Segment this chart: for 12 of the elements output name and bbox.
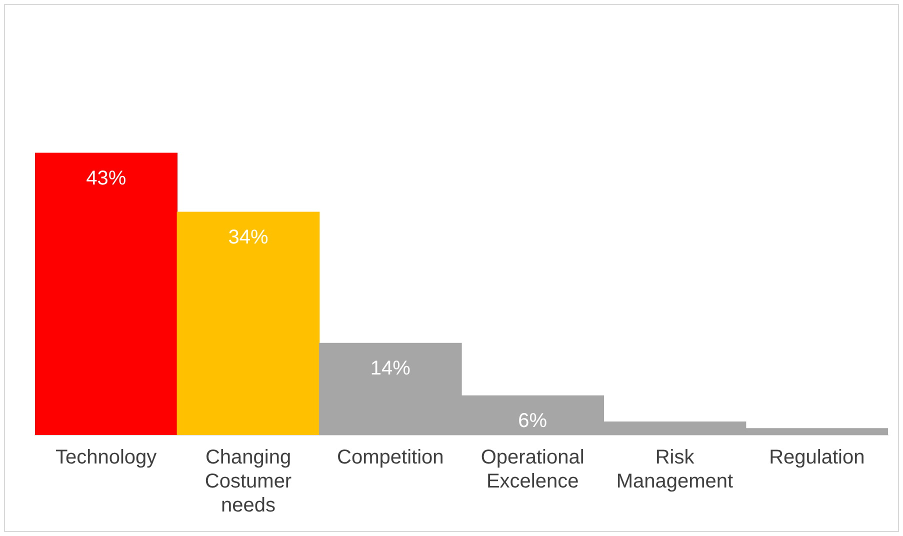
- data-label: 34%: [228, 226, 268, 249]
- data-label: 14%: [370, 358, 411, 380]
- x-tick-label: Competition: [337, 446, 444, 469]
- x-tick-label: Risk Management: [616, 446, 734, 493]
- data-label: 6%: [518, 410, 548, 432]
- bar: [35, 152, 178, 435]
- x-tick-label: Technology: [55, 446, 157, 469]
- x-tick-label: Operational Excelence: [480, 446, 584, 493]
- x-tick-label: Changing Costumer needs: [204, 446, 292, 517]
- x-tick-label: Regulation: [769, 446, 865, 469]
- data-label: 43%: [86, 168, 126, 190]
- bar: [176, 212, 320, 435]
